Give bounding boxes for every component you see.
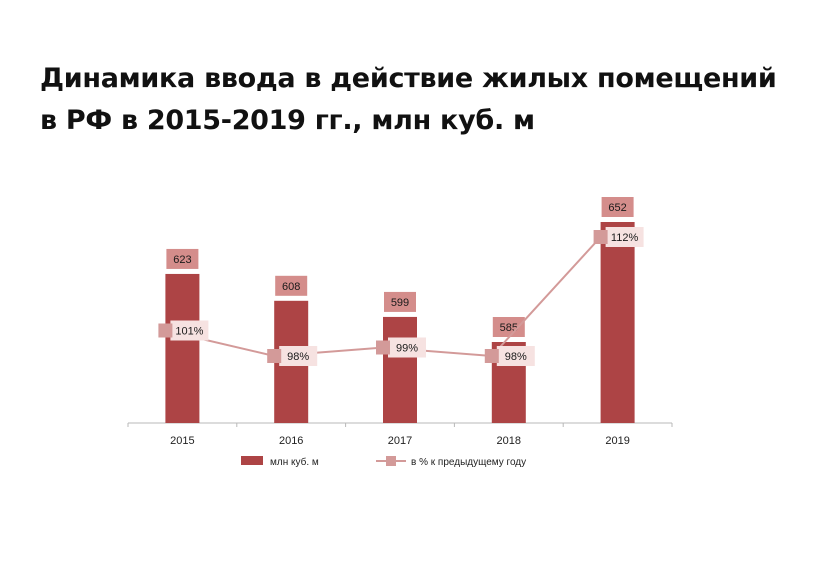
bar-2019 bbox=[600, 222, 635, 423]
bar-2015 bbox=[165, 273, 200, 423]
bar-value-label-bg bbox=[492, 317, 525, 337]
bar-value-label: 652 bbox=[608, 202, 626, 214]
bar-value-label: 608 bbox=[282, 281, 300, 293]
bar-value-label-bg bbox=[275, 275, 308, 296]
chart-title: Динамика ввода в действие жилых помещени… bbox=[40, 58, 810, 142]
percent-label: 112% bbox=[611, 232, 639, 244]
percent-label: 101% bbox=[175, 326, 203, 338]
bar-value-label-bg bbox=[601, 197, 634, 217]
bar-value-label: 585 bbox=[500, 322, 518, 334]
legend-line-label: в % к предыдущему году bbox=[411, 457, 526, 468]
percent-label: 99% bbox=[396, 343, 418, 355]
percent-label: 98% bbox=[287, 351, 309, 363]
percent-marker-2015 bbox=[158, 323, 173, 338]
percent-label: 98% bbox=[505, 351, 527, 363]
chart-title-line-2: в РФ в 2015-2019 гг., млн куб. м bbox=[40, 105, 535, 136]
legend-line-marker bbox=[386, 456, 396, 466]
percent-marker-2019 bbox=[593, 230, 608, 244]
legend-bar-label: млн куб. м bbox=[270, 456, 319, 468]
percent-label-bg bbox=[170, 320, 209, 341]
bar-value-label-bg bbox=[384, 291, 416, 312]
x-tick-label: 2015 bbox=[170, 435, 194, 447]
x-tick-label: 2018 bbox=[497, 435, 521, 447]
bar-value-label: 623 bbox=[173, 254, 191, 266]
percent-label-bg bbox=[605, 227, 644, 247]
chart-title-line-1: Динамика ввода в действие жилых помещени… bbox=[40, 63, 777, 94]
x-tick-label: 2019 bbox=[605, 435, 629, 447]
bar-value-label: 599 bbox=[391, 297, 409, 309]
legend-bar-swatch bbox=[241, 456, 263, 465]
percent-marker-2018 bbox=[484, 349, 499, 363]
percent-label-bg bbox=[279, 346, 318, 366]
x-tick-label: 2017 bbox=[388, 435, 412, 447]
percent-label-bg bbox=[496, 346, 535, 366]
percent-marker-2017 bbox=[376, 340, 390, 355]
percent-label-bg bbox=[388, 337, 426, 358]
percent-marker-2016 bbox=[267, 349, 282, 363]
x-tick-label: 2016 bbox=[279, 435, 303, 447]
bar-2017 bbox=[383, 316, 417, 423]
bar-value-label-bg bbox=[166, 248, 199, 269]
